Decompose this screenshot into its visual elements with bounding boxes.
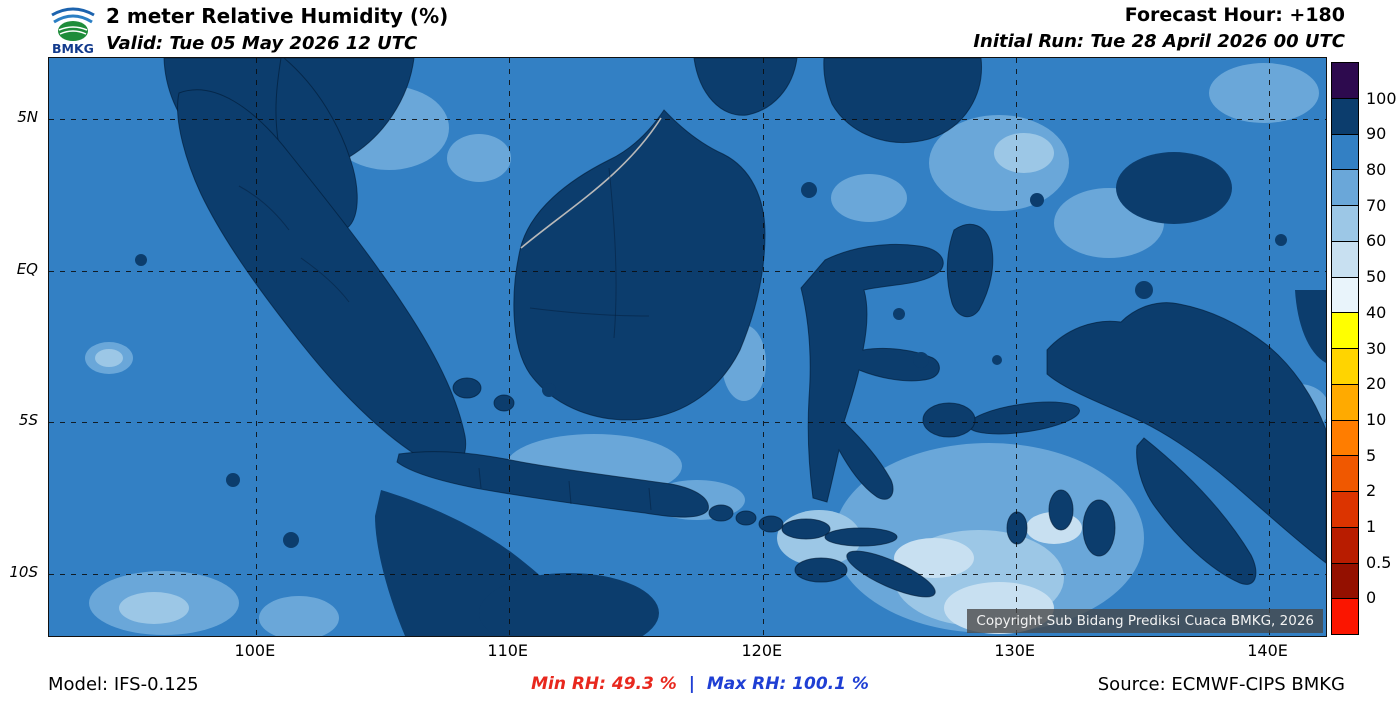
bmkg-logo-text: BMKG [52, 41, 94, 56]
gridline-lat [49, 270, 1326, 272]
colorbar-cell [1332, 420, 1358, 457]
min-rh-value: 49.3 % [611, 674, 677, 694]
valid-time: Valid: Tue 05 May 2026 12 UTC [106, 33, 418, 54]
lon-axis: 100E 110E 120E 130E 140E [48, 641, 1325, 663]
colorbar-cell [1332, 563, 1358, 600]
lon-tick-label: 100E [234, 641, 276, 660]
colorbar-tick-label: 5 [1366, 445, 1377, 465]
colorbar-tick-label: 0 [1366, 588, 1377, 608]
colorbar-cell [1332, 599, 1358, 634]
colorbar-cell [1332, 98, 1358, 135]
colorbar-tick-label: 80 [1366, 160, 1387, 180]
colorbar-cell [1332, 134, 1358, 171]
lon-tick-label: 130E [994, 641, 1036, 660]
lat-tick-label: 5S [18, 411, 38, 430]
model-label: Model: IFS-0.125 [48, 674, 199, 695]
regions-90-100 [135, 58, 1326, 636]
gridline-lat [49, 574, 1326, 576]
header: BMKG 2 meter Relative Humidity (%) Valid… [0, 0, 1400, 57]
lon-tick-label: 110E [487, 641, 529, 660]
gridline-lon [255, 58, 257, 636]
lat-tick-label: 5N [17, 107, 38, 126]
run-info-block: Forecast Hour: +180 Initial Run: Tue 28 … [973, 4, 1345, 52]
gridline-lat [49, 422, 1326, 424]
colorbar-cell [1332, 63, 1358, 99]
max-rh-label: Max RH: [706, 674, 787, 694]
min-rh-label: Min RH: [531, 674, 606, 694]
gridline-lon [1268, 58, 1270, 636]
colorbar-tick-label: 20 [1366, 374, 1387, 394]
colorbar-tick-label: 30 [1366, 338, 1387, 358]
minmax-rh: Min RH: 49.3 % | Max RH: 100.1 % [0, 674, 1400, 694]
colorbar-tick-label: 70 [1366, 195, 1387, 215]
copyright-overlay: Copyright Sub Bidang Prediksi Cuaca BMKG… [967, 609, 1323, 633]
colorbar-cell [1332, 313, 1358, 349]
colorbar-cell [1332, 277, 1358, 314]
colorbar-cell [1332, 241, 1358, 278]
colorbar-cell [1332, 170, 1358, 206]
colorbar-tick-label: 100 [1366, 88, 1397, 108]
gridline-lon [1015, 58, 1017, 636]
colorbar-tick-label: 0.5 [1366, 552, 1392, 572]
page-title: 2 meter Relative Humidity (%) [106, 4, 449, 28]
lat-tick-label: EQ [16, 259, 38, 278]
lat-axis: 5N EQ 5S 10S [0, 57, 44, 635]
max-rh-value: 100.1 % [792, 674, 869, 694]
humidity-map: Copyright Sub Bidang Prediksi Cuaca BMKG… [48, 57, 1327, 637]
colorbar-tick-label: 90 [1366, 124, 1387, 144]
initial-run: Initial Run: Tue 28 April 2026 00 UTC [973, 31, 1345, 52]
gridline-lon [508, 58, 510, 636]
minmax-separator: | [688, 674, 695, 694]
gridline-lat [49, 118, 1326, 120]
footer: Model: IFS-0.125 Min RH: 49.3 % | Max RH… [0, 674, 1400, 704]
colorbar-cell [1332, 492, 1358, 528]
colorbar-tick-label: 10 [1366, 409, 1387, 429]
lat-tick-label: 10S [9, 563, 38, 582]
colorbar-tick-label: 2 [1366, 481, 1377, 501]
colorbar-cell [1332, 384, 1358, 421]
source-label: Source: ECMWF-CIPS BMKG [1097, 674, 1345, 695]
lon-tick-label: 120E [741, 641, 783, 660]
bmkg-logo: BMKG [51, 7, 95, 56]
colorbar-cell [1332, 527, 1358, 564]
lon-tick-label: 140E [1247, 641, 1288, 660]
colorbar-tick-label: 50 [1366, 267, 1387, 287]
colorbar-cell [1332, 206, 1358, 242]
colorbar-tick-label: 40 [1366, 302, 1387, 322]
humidity-map-svg [49, 58, 1326, 636]
colorbar-tick-label: 60 [1366, 231, 1387, 251]
colorbar-cell [1332, 349, 1358, 385]
title-block: 2 meter Relative Humidity (%) Valid: Tue… [106, 4, 448, 54]
colorbar-cell [1332, 456, 1358, 492]
forecast-hour: Forecast Hour: +180 [1124, 4, 1345, 26]
boundary-lines [238, 117, 662, 511]
gridline-lon [762, 58, 764, 636]
colorbar [1331, 62, 1359, 635]
colorbar-labels: 100 90 80 70 60 50 40 30 20 10 5 2 1 0.5 0 [1366, 62, 1400, 633]
colorbar-tick-label: 1 [1366, 516, 1377, 536]
